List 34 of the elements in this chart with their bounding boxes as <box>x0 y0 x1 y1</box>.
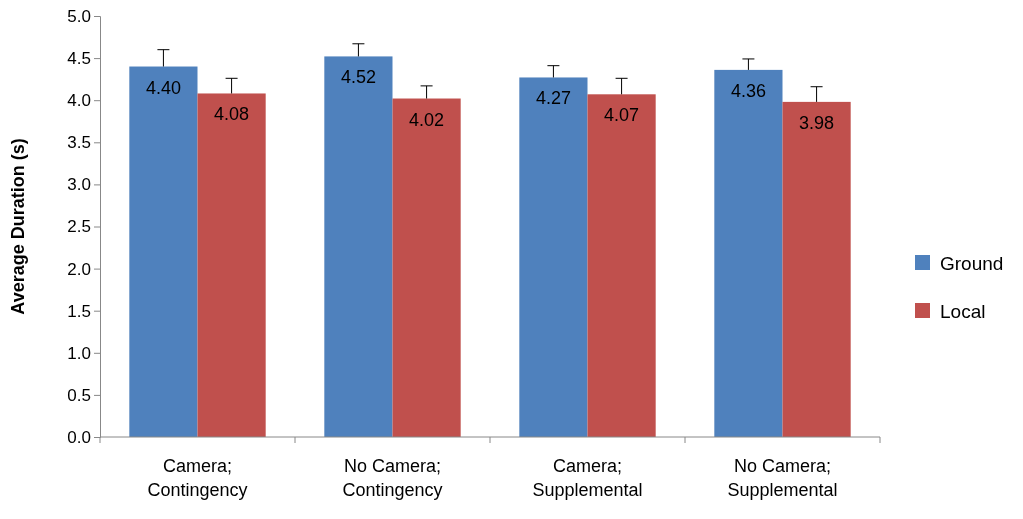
bar <box>714 69 783 437</box>
y-tick-label: 1.0 <box>67 343 91 363</box>
bar <box>324 56 393 437</box>
legend-label: Ground <box>940 253 1004 274</box>
data-label: 4.08 <box>214 104 250 125</box>
x-tick-label: No Camera; Contingency <box>342 456 443 500</box>
bar <box>587 94 656 437</box>
bar <box>129 66 198 437</box>
x-tick-label: Camera; Supplemental <box>532 456 643 500</box>
y-tick-label: 3.5 <box>67 133 91 153</box>
data-label: 4.07 <box>604 105 640 126</box>
data-label: 4.36 <box>730 80 766 101</box>
data-label: 4.40 <box>145 77 181 98</box>
y-axis-title: Average Duration (s) <box>8 138 28 315</box>
x-tick-label: Camera; Contingency <box>147 456 248 500</box>
bar <box>782 101 851 437</box>
y-tick-label: 0.5 <box>67 385 91 405</box>
data-label: 3.98 <box>799 112 835 133</box>
y-tick-label: 3.0 <box>67 175 91 195</box>
y-tick-label: 2.5 <box>67 217 91 237</box>
y-tick-label: 0.0 <box>67 427 91 447</box>
bar <box>519 77 588 437</box>
y-tick-label: 5.0 <box>67 6 91 26</box>
y-tick-label: 1.5 <box>67 301 91 321</box>
data-label: 4.52 <box>340 67 376 88</box>
bar <box>392 98 461 437</box>
y-tick-label: 4.5 <box>67 49 91 69</box>
legend-label: Local <box>940 301 986 322</box>
data-label: 4.02 <box>409 109 445 130</box>
bar <box>197 93 266 437</box>
x-tick-label: No Camera; Supplemental <box>727 456 838 500</box>
y-tick-label: 2.0 <box>67 259 91 279</box>
data-label: 4.27 <box>535 88 571 109</box>
y-tick-label: 4.0 <box>67 91 91 111</box>
